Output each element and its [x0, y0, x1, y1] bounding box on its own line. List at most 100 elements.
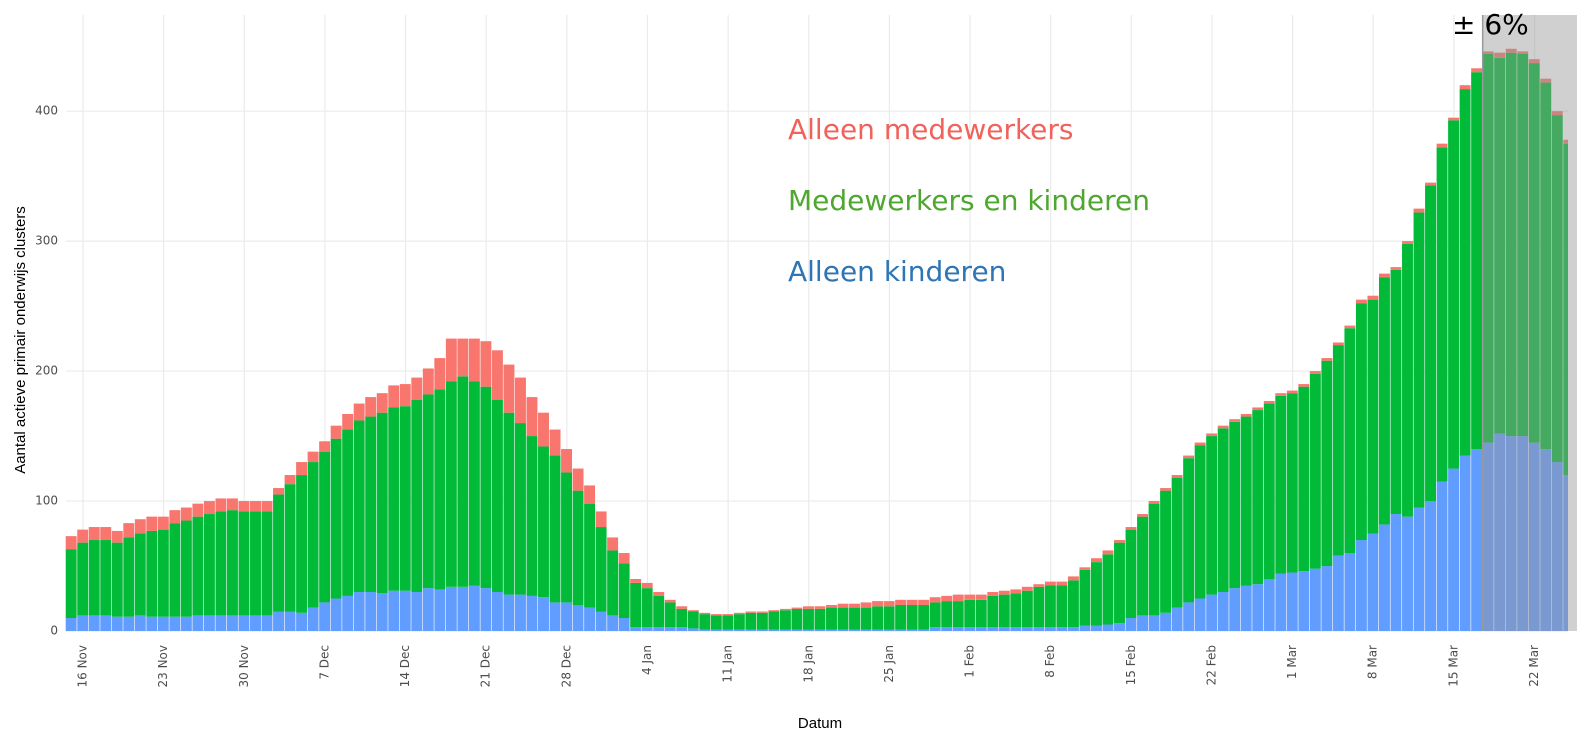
bar-segment: [250, 511, 261, 616]
bar-segment: [745, 611, 757, 613]
bar-segment: [803, 606, 814, 609]
bar-segment: [1402, 241, 1413, 244]
x-tick-label: 1 Mar: [1285, 645, 1299, 679]
bar-segment: [653, 592, 665, 596]
bar-segment: [1413, 507, 1425, 631]
bar-segment: [353, 403, 365, 421]
x-tick-label: 1 Feb: [963, 645, 977, 678]
bar-segment: [468, 381, 480, 586]
bar-segment: [1206, 594, 1218, 631]
bar-segment: [1505, 48, 1517, 53]
bar-segment: [1425, 501, 1436, 631]
bar-segment: [434, 389, 446, 590]
bar-segment: [1459, 89, 1471, 456]
bar-segment: [1321, 360, 1333, 567]
bar-segment: [1079, 567, 1091, 570]
bar-segment: [814, 606, 826, 609]
bar-segment: [584, 485, 596, 504]
x-tick-label: 8 Mar: [1366, 645, 1380, 679]
bar-segment: [1056, 585, 1068, 628]
bar-segment: [1390, 267, 1402, 270]
bar-segment: [745, 629, 757, 631]
bar-segment: [803, 629, 814, 631]
bar-segment: [918, 605, 930, 630]
bar-segment: [203, 501, 215, 515]
bar-segment: [941, 627, 953, 631]
bar-segment: [238, 511, 250, 616]
bar-segment: [1102, 554, 1114, 625]
bar-segment: [1148, 503, 1160, 616]
x-tick-label: 22 Mar: [1527, 645, 1541, 687]
bar-segment: [1091, 562, 1102, 626]
bar-segment: [1471, 449, 1483, 631]
bar-segment: [1471, 72, 1483, 450]
bar-segment: [1355, 540, 1367, 631]
bar-segment: [457, 586, 469, 631]
bar-segment: [1275, 573, 1287, 631]
bar-segment: [975, 594, 987, 600]
bar-segment: [1137, 615, 1148, 631]
bar-segment: [445, 381, 457, 587]
bar-segment: [111, 616, 123, 631]
bar-segment: [975, 599, 987, 628]
bar-segment: [1528, 63, 1540, 443]
bar-segment: [1275, 395, 1287, 574]
bar-segment: [388, 407, 400, 591]
bar-segment: [653, 627, 665, 631]
bar-segment: [353, 592, 365, 631]
bar-segment: [561, 602, 572, 631]
bar-segment: [1436, 481, 1448, 631]
bar-segment: [1067, 576, 1079, 581]
bar-segment: [699, 612, 711, 615]
bar-segment: [1044, 585, 1056, 628]
bar-segment: [203, 615, 215, 631]
bar-segment: [1021, 586, 1033, 591]
bar-segment: [1275, 393, 1287, 396]
bar-segment: [987, 592, 999, 596]
bar-segment: [1298, 384, 1310, 387]
x-tick-label: 7 Dec: [317, 645, 331, 680]
bar-segment: [595, 511, 607, 528]
bar-segment: [319, 602, 331, 631]
bar-segment: [1540, 449, 1552, 631]
bar-segment: [180, 507, 192, 521]
bar-segment: [261, 501, 273, 512]
bar-segment: [768, 611, 780, 630]
bar-segment: [595, 527, 607, 612]
bar-segment: [952, 594, 964, 602]
bar-segment: [434, 358, 446, 390]
bar-segment: [480, 341, 492, 387]
bar-segment: [515, 377, 526, 424]
bar-segment: [192, 615, 204, 631]
bar-segment: [1390, 514, 1402, 631]
bar-segment: [814, 629, 826, 631]
bar-segment: [676, 608, 688, 628]
bar-segment: [872, 601, 884, 607]
bar-segment: [157, 516, 169, 530]
bar-segment: [791, 607, 803, 609]
bar-segment: [618, 553, 630, 564]
legend-label: Medewerkers en kinderen: [788, 184, 1150, 217]
bar-segment: [1114, 623, 1125, 631]
bar-segment: [1344, 553, 1356, 631]
bar-segment: [1160, 490, 1172, 613]
bar-segment: [826, 629, 837, 631]
bar-segment: [1252, 584, 1264, 631]
bar-segment: [964, 627, 976, 631]
bar-segment: [342, 429, 354, 596]
bar-segment: [1206, 436, 1218, 595]
y-tick-label: 200: [35, 364, 58, 378]
bar-segment: [1194, 445, 1206, 599]
bar-segment: [1540, 78, 1552, 83]
bar-segment: [756, 612, 768, 630]
bar-segment: [1079, 569, 1091, 626]
bar-segment: [411, 399, 423, 593]
bar-segment: [515, 594, 526, 631]
bar-segment: [929, 602, 941, 628]
bar-segment: [733, 629, 745, 631]
bar-segment: [1240, 585, 1252, 631]
bar-segment: [365, 416, 377, 593]
bar-segment: [1517, 53, 1529, 437]
bar-segment: [710, 615, 722, 630]
bar-segment: [388, 590, 400, 631]
